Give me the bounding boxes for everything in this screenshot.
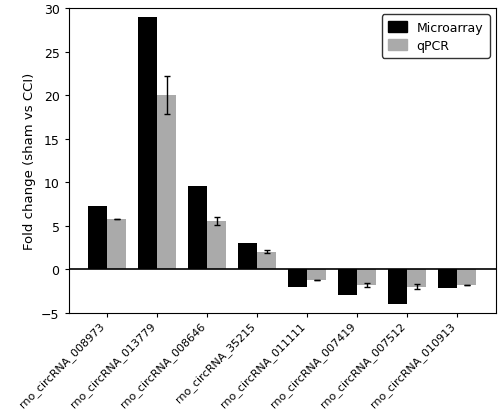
- Legend: Microarray, qPCR: Microarray, qPCR: [382, 15, 490, 59]
- Bar: [238, 243, 257, 269]
- Bar: [88, 206, 107, 269]
- Bar: [157, 96, 176, 269]
- Bar: [458, 269, 476, 285]
- Bar: [188, 187, 207, 269]
- Bar: [338, 269, 357, 295]
- Bar: [388, 269, 407, 304]
- Bar: [438, 269, 458, 289]
- Bar: [107, 219, 126, 269]
- Bar: [288, 269, 307, 287]
- Bar: [207, 222, 226, 269]
- Bar: [138, 18, 157, 269]
- Bar: [257, 252, 276, 269]
- Bar: [307, 269, 326, 280]
- Y-axis label: Fold change (sham vs CCI): Fold change (sham vs CCI): [22, 73, 36, 249]
- Bar: [358, 269, 376, 285]
- Bar: [408, 269, 426, 287]
